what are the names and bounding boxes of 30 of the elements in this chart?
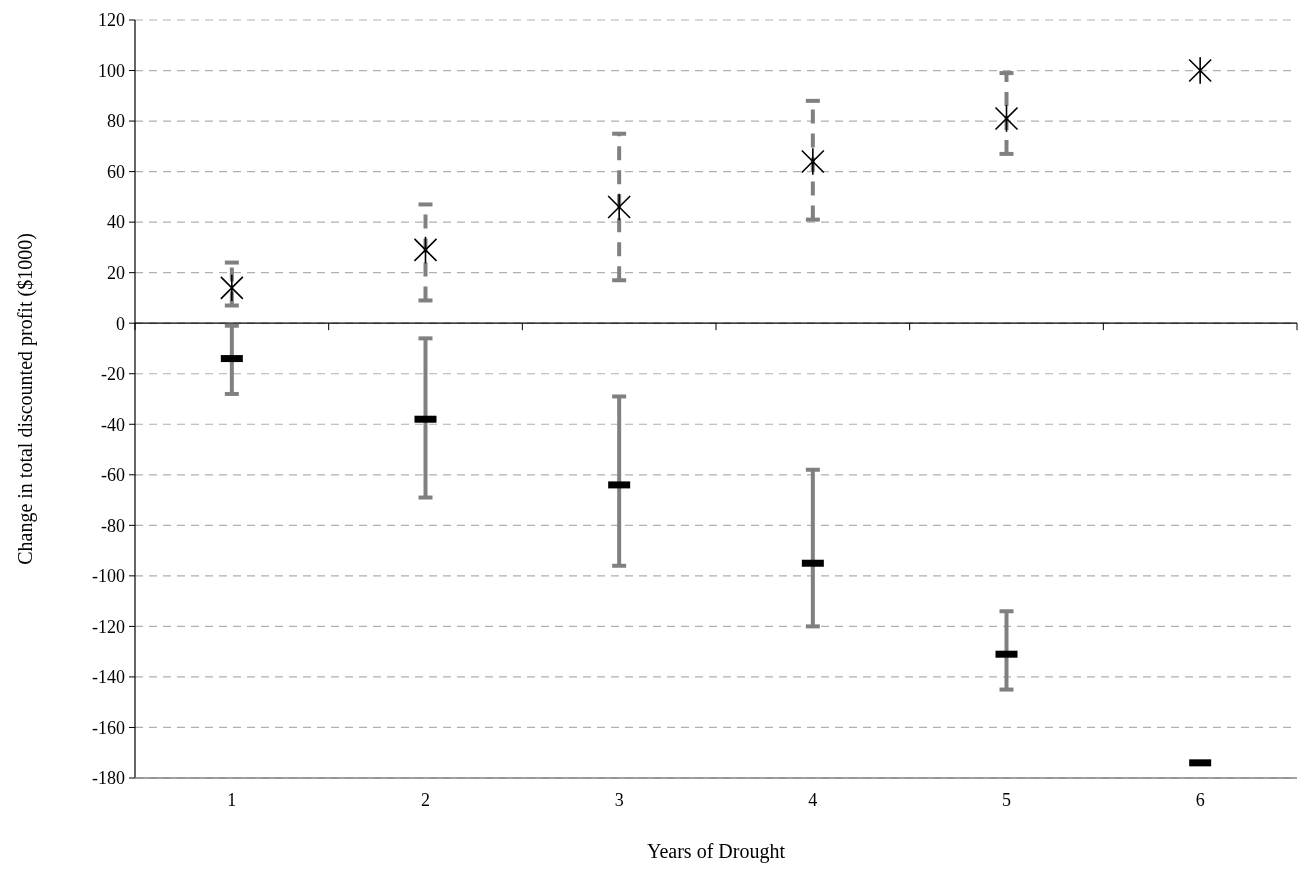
point: [413, 235, 438, 264]
x-tick-label: 5: [1002, 790, 1011, 810]
point: [801, 147, 825, 176]
y-tick-label: 20: [107, 262, 125, 283]
point: [1188, 56, 1212, 85]
y-tick-label: -80: [101, 515, 125, 536]
x-axis-title: Years of Drought: [647, 840, 786, 863]
y-tick-label: -40: [101, 414, 125, 435]
y-tick-label: 60: [107, 161, 125, 182]
point: [607, 192, 631, 221]
y-tick-label: -60: [101, 465, 125, 486]
y-tick-label: 120: [98, 10, 125, 31]
y-tick-label: -140: [92, 667, 125, 688]
y-tick-label: 0: [116, 313, 125, 334]
y-tick-label: -20: [101, 364, 125, 385]
x-tick-label: 6: [1195, 790, 1205, 810]
point: [220, 273, 244, 302]
y-tick-label: -180: [92, 768, 125, 789]
y-tick-label: 80: [107, 111, 125, 132]
y-axis-title: Change in total discounted profit ($1000): [14, 233, 37, 565]
x-tick-label: 2: [421, 790, 430, 810]
y-tick-label: 100: [98, 60, 125, 81]
x-tick-label: 3: [614, 790, 624, 810]
y-tick-label: -160: [92, 717, 125, 738]
y-tick-label: -100: [92, 566, 125, 587]
point: [994, 104, 1019, 133]
y-tick-label: -120: [92, 616, 125, 637]
x-tick-label: 4: [808, 790, 818, 810]
x-tick-label: 1: [227, 790, 237, 810]
y-tick-label: 40: [107, 212, 125, 233]
